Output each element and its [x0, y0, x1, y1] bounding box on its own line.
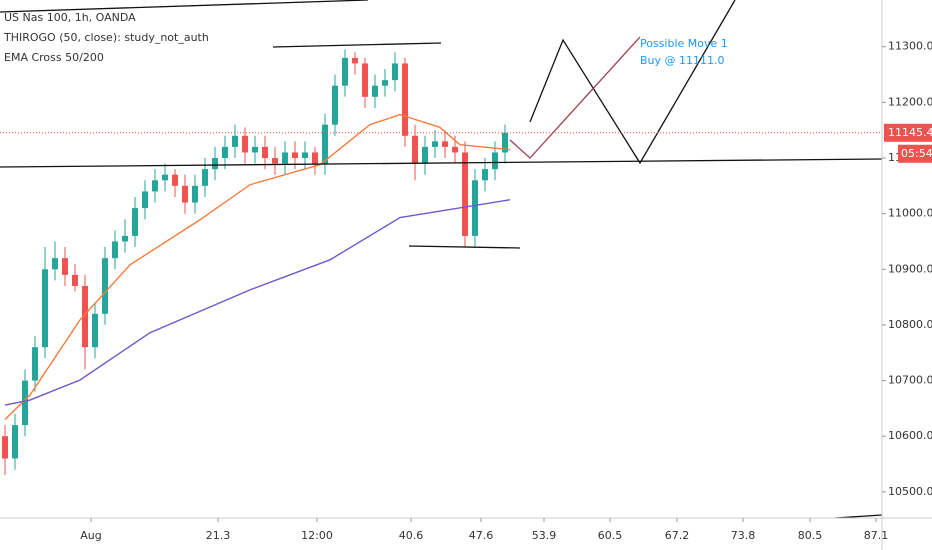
- candle-body: [72, 274, 78, 286]
- candle-body: [392, 63, 398, 81]
- plot: [2, 49, 511, 476]
- candle-body: [112, 241, 118, 259]
- y-tick-label: 10500.0: [888, 485, 932, 498]
- candle-body: [132, 208, 138, 236]
- candle-body: [202, 169, 208, 186]
- candle-body: [382, 80, 388, 86]
- candle-body: [172, 174, 178, 186]
- candle-body: [362, 63, 368, 97]
- candle-body: [122, 235, 128, 242]
- x-tick-label: 80.5: [798, 529, 823, 542]
- candle-body: [252, 146, 258, 153]
- y-tick-label: 10800.0: [888, 318, 932, 331]
- candle-body: [102, 258, 108, 314]
- candle-body: [432, 141, 438, 147]
- candle-body: [482, 169, 488, 181]
- price-box: [884, 123, 932, 142]
- y-tick-label: 11300.0: [888, 40, 932, 53]
- candle-body: [32, 347, 38, 381]
- trend-line: [0, 0, 369, 13]
- chart-title: US Nas 100, 1h, OANDA: [4, 11, 136, 24]
- candle-body: [222, 146, 228, 159]
- candle-body: [492, 152, 498, 170]
- candle-body: [342, 57, 348, 86]
- last-price-label: 11145.4: [888, 126, 932, 139]
- candle-body: [42, 269, 48, 348]
- candle-body: [352, 57, 358, 64]
- candle-body: [2, 436, 8, 459]
- candle-body: [372, 85, 378, 97]
- x-tick-label: 67.2: [665, 529, 690, 542]
- candle-body: [452, 146, 458, 153]
- trend-line: [0, 158, 883, 168]
- annotation: Buy @ 11111.0: [640, 54, 725, 67]
- indicator-line: [4, 113, 511, 421]
- candle-body: [92, 313, 98, 348]
- drawings: [0, 0, 883, 519]
- y-tick-label: 10600.0: [888, 429, 932, 442]
- candle-body: [302, 152, 308, 159]
- candle-body: [182, 185, 188, 203]
- y-tick-label: 11200.0: [888, 95, 932, 108]
- projection: [509, 36, 641, 159]
- candle-body: [332, 85, 338, 125]
- candle-body: [22, 380, 28, 426]
- candle-body: [502, 132, 508, 153]
- candle-body: [212, 158, 218, 170]
- candle-body: [282, 152, 288, 164]
- trend-line: [272, 42, 442, 48]
- candle-body: [462, 152, 468, 236]
- candle-body: [402, 63, 408, 136]
- candle-body: [162, 174, 168, 181]
- candle-body: [12, 425, 18, 459]
- y-tick-label: 10700.0: [888, 374, 932, 387]
- candle-body: [412, 135, 418, 164]
- candle-body: [192, 185, 198, 203]
- indicator-label: EMA Cross 50/200: [4, 51, 104, 64]
- candle-body: [272, 158, 278, 164]
- candle-body: [242, 135, 248, 153]
- x-tick-label: 53.9: [532, 529, 557, 542]
- y-tick-label: 10900.0: [888, 262, 932, 275]
- candle-body: [62, 258, 68, 275]
- candle-body: [292, 152, 298, 159]
- candle-body: [82, 285, 88, 348]
- x-tick-label: 12:00: [301, 529, 333, 542]
- x-tick-label: 47.6: [469, 529, 494, 542]
- candle-body: [322, 124, 328, 164]
- x-tick-label: Aug: [80, 529, 101, 542]
- candle-body: [232, 135, 238, 147]
- candle-body: [312, 152, 318, 164]
- x-tick-label: 21.3: [206, 529, 231, 542]
- candle-body: [152, 180, 158, 192]
- countdown-box: [898, 144, 932, 163]
- x-tick-label: 40.6: [399, 529, 424, 542]
- x-tick-label: 60.5: [598, 529, 623, 542]
- candle-body: [142, 191, 148, 209]
- countdown-label: 05:54: [901, 147, 932, 160]
- candle-body: [422, 146, 428, 164]
- x-tick-label: 73.8: [731, 529, 756, 542]
- projection: [529, 0, 736, 165]
- candle-body: [472, 180, 478, 236]
- indicator-label: THIROGO (50, close): study_not_auth: [3, 31, 209, 44]
- candle-body: [262, 146, 268, 159]
- x-tick-label: 87.1: [864, 529, 889, 542]
- candle-body: [52, 258, 58, 270]
- y-tick-label: 11000.0: [888, 207, 932, 220]
- candle-body: [442, 141, 448, 147]
- trend-line: [408, 245, 521, 249]
- indicator-line: [4, 199, 511, 406]
- annotation: Possible Move 1: [640, 37, 728, 50]
